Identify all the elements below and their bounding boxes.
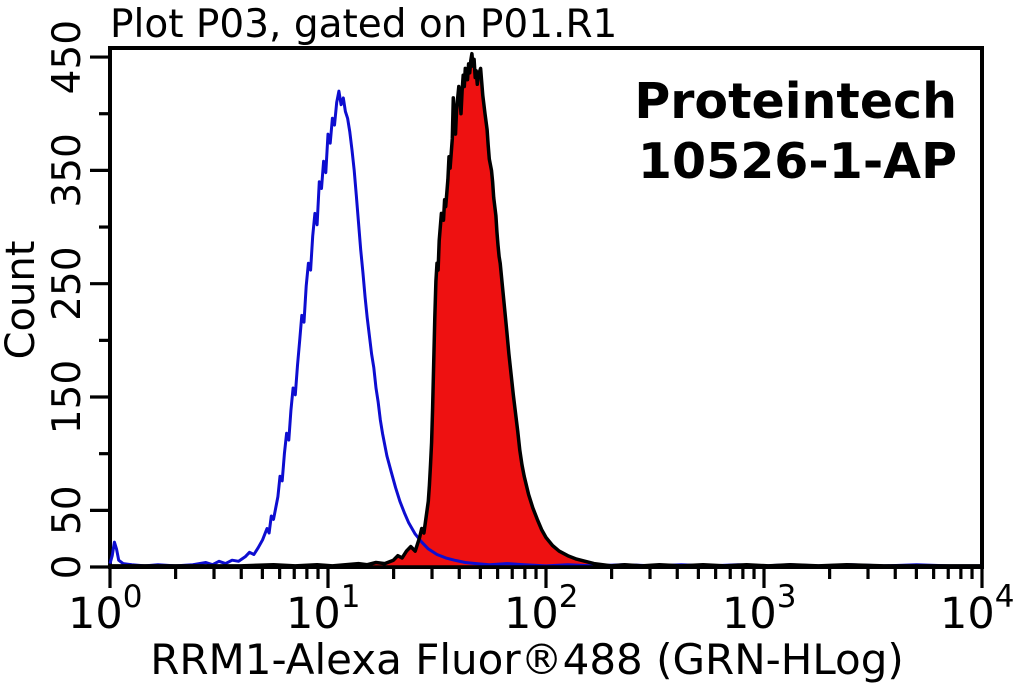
- y-tick-label: 150: [45, 360, 90, 434]
- stained-histogram-fill: [110, 53, 982, 567]
- control-histogram-curve: [108, 89, 982, 568]
- x-axis-ticks: 100 101 102 103 104: [68, 567, 1014, 639]
- histogram-curves: [108, 51, 984, 569]
- y-tick-label: 0: [45, 555, 90, 580]
- y-tick-label: 250: [45, 246, 90, 320]
- y-axis-ticks: 0 50 150 250 350 450: [45, 20, 110, 580]
- x-tick-label: 100: [68, 579, 142, 639]
- x-tick-label: 103: [722, 579, 796, 639]
- stained-histogram-outline: [108, 51, 984, 569]
- watermark-catalog-number: 10526-1-AP: [638, 133, 957, 190]
- x-tick-label: 104: [940, 579, 1014, 639]
- y-axis-label: Count: [0, 241, 44, 360]
- x-tick-label: 102: [504, 579, 578, 639]
- y-tick-label: 350: [45, 133, 90, 207]
- y-tick-label: 450: [45, 20, 90, 94]
- watermark-brand: Proteintech: [634, 73, 957, 130]
- x-tick-label: 101: [286, 579, 360, 639]
- plot-title: Plot P03, gated on P01.R1: [110, 2, 617, 47]
- y-tick-label: 50: [45, 485, 90, 535]
- x-axis-label: RRM1-Alexa Fluor®488 (GRN-HLog): [150, 635, 904, 684]
